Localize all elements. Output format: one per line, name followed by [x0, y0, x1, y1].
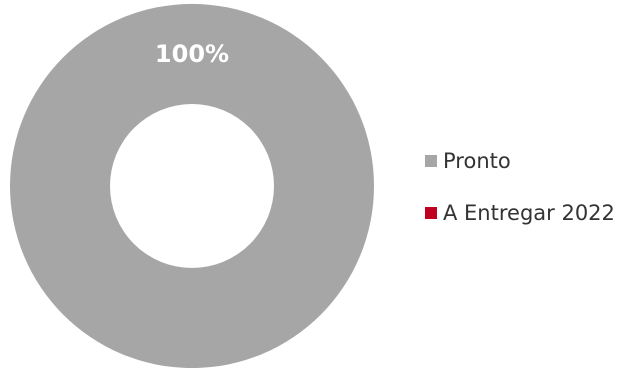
legend-label-pronto: Pronto [443, 149, 511, 173]
data-labels: 100% [155, 40, 229, 68]
data-label-pronto: 100% [155, 40, 229, 68]
legend-swatch-pronto [425, 155, 437, 167]
legend-swatch-a-entregar-2022 [425, 207, 437, 219]
donut-slices [10, 4, 374, 368]
legend-label-a-entregar-2022: A Entregar 2022 [443, 201, 615, 225]
slice-pronto [10, 4, 374, 368]
legend: Pronto A Entregar 2022 [425, 148, 639, 252]
legend-item-a-entregar-2022: A Entregar 2022 [425, 200, 639, 226]
legend-item-pronto: Pronto [425, 148, 639, 174]
